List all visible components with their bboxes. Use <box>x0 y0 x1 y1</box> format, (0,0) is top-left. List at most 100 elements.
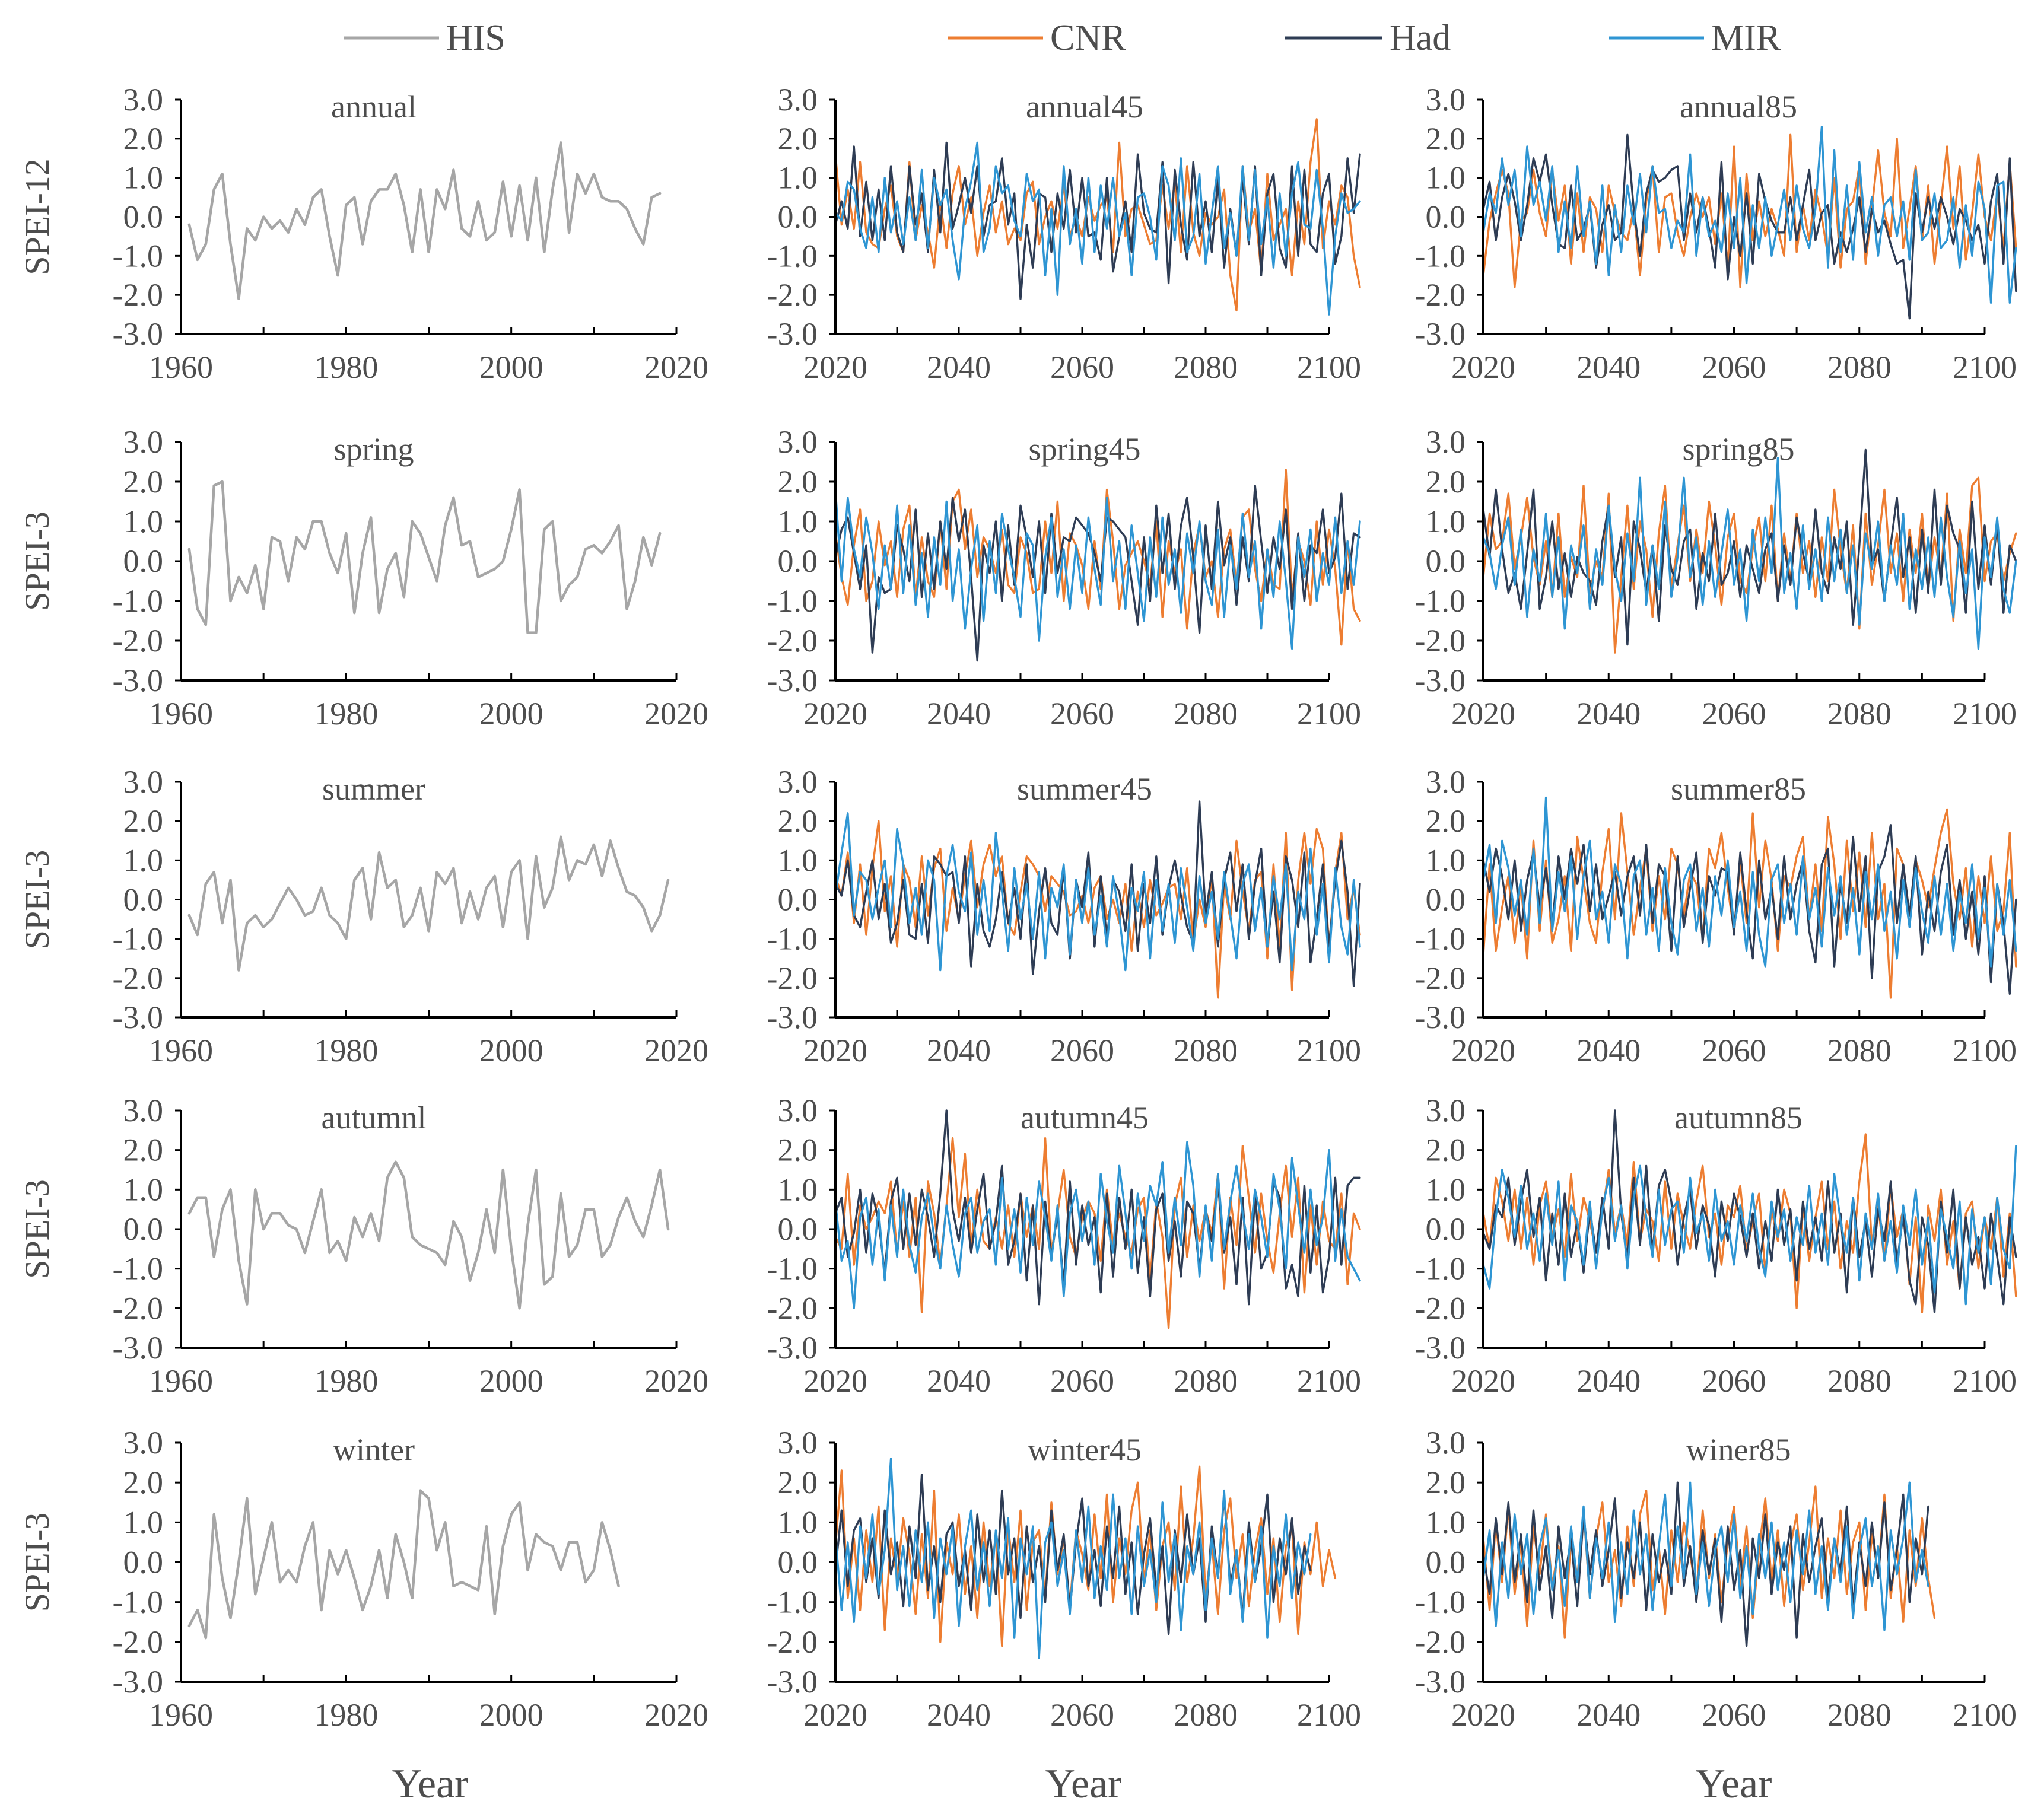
x-tick-label: 2080 <box>1174 696 1238 731</box>
y-tick-label: 0.0 <box>1426 199 1466 235</box>
y-tick-label: 1.0 <box>1426 1172 1466 1207</box>
y-tick-label: 2.0 <box>778 1465 818 1500</box>
x-tick-label: 2040 <box>1576 349 1641 385</box>
panel-title: summer85 <box>1671 771 1806 807</box>
x-axis-title: Year <box>392 1761 469 1807</box>
y-axis-title: SPEI-3 <box>18 1179 56 1279</box>
y-tick-label: 3.0 <box>778 1425 818 1460</box>
y-tick-label: -3.0 <box>767 1330 818 1366</box>
x-tick-label: 2000 <box>479 349 543 385</box>
y-tick-label: -3.0 <box>767 1000 818 1035</box>
x-tick-label: 2100 <box>1297 349 1361 385</box>
x-tick-label: 2100 <box>1297 1033 1361 1068</box>
x-tick-label: 2080 <box>1174 1033 1238 1068</box>
y-tick-label: 1.0 <box>1426 842 1466 878</box>
y-tick-label: 0.0 <box>1426 1545 1466 1580</box>
y-tick-label: -1.0 <box>113 238 163 273</box>
y-tick-label: -3.0 <box>767 316 818 352</box>
y-tick-label: -2.0 <box>767 1624 818 1660</box>
y-tick-label: -1.0 <box>767 238 818 273</box>
y-tick-label: -1.0 <box>113 1251 163 1287</box>
y-tick-label: 3.0 <box>123 82 164 117</box>
y-tick-label: -2.0 <box>113 623 163 658</box>
series-line-his-annual <box>187 141 662 301</box>
x-tick-label: 2060 <box>1702 1697 1766 1733</box>
series-line-mir-spring85 <box>1482 457 2017 650</box>
y-tick-label: 1.0 <box>778 842 818 878</box>
y-tick-label: -2.0 <box>1415 623 1466 658</box>
y-tick-label: 0.0 <box>1426 1211 1466 1247</box>
y-tick-label: -3.0 <box>1415 1330 1466 1366</box>
x-tick-label: 2020 <box>803 696 867 731</box>
x-tick-label: 2020 <box>1451 696 1515 731</box>
panel-title: spring85 <box>1683 431 1795 467</box>
x-tick-label: 2060 <box>1702 349 1766 385</box>
y-tick-label: -2.0 <box>767 1290 818 1326</box>
panel-title: winter <box>333 1432 415 1468</box>
panel-title: spring45 <box>1029 431 1141 467</box>
y-tick-label: 2.0 <box>1426 121 1466 157</box>
x-tick-label: 2000 <box>479 696 543 731</box>
x-tick-label: 2080 <box>1174 1697 1238 1733</box>
y-tick-label: 1.0 <box>123 1504 164 1540</box>
y-tick-label: 2.0 <box>1426 1132 1466 1168</box>
x-tick-label: 2020 <box>803 349 867 385</box>
x-tick-label: 2040 <box>1576 1033 1641 1068</box>
x-tick-label: 2080 <box>1174 1363 1238 1399</box>
y-tick-label: 0.0 <box>123 1545 164 1580</box>
x-tick-label: 1960 <box>149 1033 213 1068</box>
y-tick-label: -1.0 <box>1415 921 1466 957</box>
x-tick-label: 2100 <box>1953 1697 2017 1733</box>
legend-item-his: HIS <box>344 18 506 58</box>
y-tick-label: 2.0 <box>778 464 818 499</box>
x-tick-label: 1960 <box>149 1363 213 1399</box>
y-tick-label: -3.0 <box>1415 1000 1466 1035</box>
x-tick-label: 2080 <box>1827 1033 1892 1068</box>
y-tick-label: 0.0 <box>1426 882 1466 918</box>
y-tick-label: 2.0 <box>778 121 818 157</box>
series-line-his-spring <box>187 480 662 634</box>
y-tick-label: 1.0 <box>778 1504 818 1540</box>
series-line-mir-winer85 <box>1482 1481 1929 1631</box>
x-axis-title: Year <box>1045 1761 1122 1807</box>
x-tick-label: 2040 <box>927 349 991 385</box>
y-tick-label: -1.0 <box>113 583 163 619</box>
y-tick-label: 3.0 <box>123 764 164 800</box>
x-tick-label: 1960 <box>149 1697 213 1733</box>
y-tick-label: 0.0 <box>778 1545 818 1580</box>
y-tick-label: 3.0 <box>1426 764 1466 800</box>
y-tick-label: 1.0 <box>778 504 818 539</box>
x-tick-label: 2100 <box>1953 1033 2017 1068</box>
series-line-had-winer85 <box>1482 1481 1929 1647</box>
x-tick-label: 2000 <box>479 1697 543 1733</box>
y-axis-title: SPEI-3 <box>18 511 56 611</box>
x-tick-label: 2060 <box>1702 1363 1766 1399</box>
series-line-his-autumnl <box>187 1160 670 1310</box>
x-tick-label: 2020 <box>803 1697 867 1733</box>
y-tick-label: -1.0 <box>113 921 163 957</box>
y-tick-label: 0.0 <box>123 543 164 579</box>
series-line-his-winter <box>187 1489 620 1640</box>
y-tick-label: -3.0 <box>1415 316 1466 352</box>
y-tick-label: -2.0 <box>113 960 163 996</box>
x-tick-label: 1980 <box>314 1363 378 1399</box>
y-tick-label: -2.0 <box>1415 1290 1466 1326</box>
panel-title: autumn45 <box>1021 1100 1149 1135</box>
x-tick-label: 2100 <box>1297 1697 1361 1733</box>
x-tick-label: 2060 <box>1702 1033 1766 1068</box>
y-tick-label: 2.0 <box>1426 803 1466 839</box>
y-tick-label: -2.0 <box>113 1290 163 1326</box>
y-tick-label: -2.0 <box>767 623 818 658</box>
y-tick-label: -3.0 <box>113 1000 163 1035</box>
panel-title: annual85 <box>1680 89 1797 125</box>
y-tick-label: -2.0 <box>1415 277 1466 313</box>
